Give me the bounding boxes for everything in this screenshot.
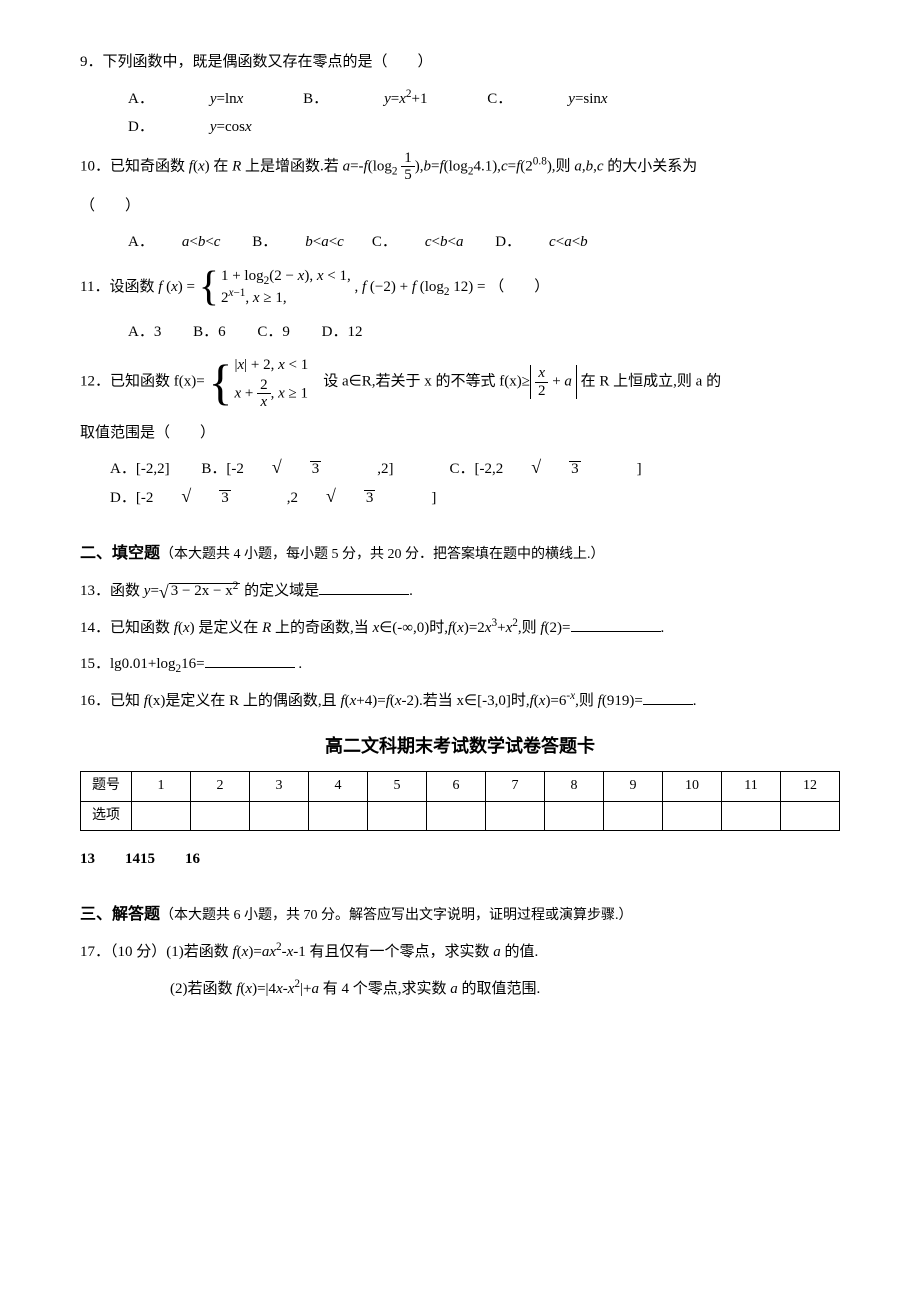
answer-table: 题号 1 2 3 4 5 6 7 8 9 10 11 12 选项 bbox=[80, 771, 840, 831]
q13: 13．函数 y=√3 − 2x − x2 的定义域是. bbox=[80, 577, 840, 606]
q11-b: B．6 bbox=[193, 318, 226, 347]
row1-label: 题号 bbox=[81, 772, 132, 802]
q11-c: C．9 bbox=[257, 318, 290, 347]
q11-d: D．12 bbox=[322, 318, 363, 347]
q10: 10．已知奇函数 f(x) 在 R 上是增函数.若 a=-f(log2 15),… bbox=[80, 150, 840, 184]
q15-blank bbox=[205, 654, 295, 669]
q17-2: (2)若函数 f(x)=|4x-x2|+a 有 4 个零点,求实数 a 的取值范… bbox=[170, 975, 840, 1004]
q9-d: D．y=cosx bbox=[128, 113, 252, 142]
q11-prefix: 11．设函数 bbox=[80, 278, 158, 294]
q9-a: A．y=lnx bbox=[128, 85, 243, 114]
q10-frac: 15 bbox=[401, 150, 415, 184]
q9-options: A．y=lnx B．y=x2+1 C．y=sinx D．y=cosx bbox=[128, 85, 840, 142]
q11-piecewise: { 1 + log2(2 − x), x < 1, 2x−1, x ≥ 1, bbox=[199, 265, 351, 310]
q10-b: B．b<a<c bbox=[252, 228, 344, 257]
q14: 14．已知函数 f(x) 是定义在 R 上的奇函数,当 x∈(-∞,0)时,f(… bbox=[80, 614, 840, 643]
q11: 11．设函数 f (x) = { 1 + log2(2 − x), x < 1,… bbox=[80, 265, 840, 310]
q15: 15．lg0.01+log216= . bbox=[80, 650, 840, 679]
q12-options: A．[-2,2] B．[-2√3 ,2] C．[-2,2√3 ] D．[-2√3 … bbox=[110, 455, 840, 513]
q10-c: C．c<b<a bbox=[372, 228, 464, 257]
q12-abs: x2 + a bbox=[530, 365, 577, 399]
fill-blank-row: 13 1415 16 bbox=[80, 845, 840, 874]
sec2-title: 二、填空题 bbox=[80, 545, 160, 562]
q12-piecewise: { |x| + 2, x < 1 x + 2x, x ≥ 1 bbox=[208, 354, 308, 411]
q9-c: C．y=sinx bbox=[487, 85, 607, 114]
q12-cont: 取值范围是（ ） bbox=[80, 419, 840, 448]
q10-options: A．a<b<c B．b<a<c C．c<b<a D．c<a<b bbox=[128, 228, 840, 257]
answer-table-input-row: 选项 bbox=[81, 801, 840, 831]
q16-blank bbox=[643, 690, 693, 705]
q17-1: 17．（10 分）(1)若函数 f(x)=ax2-x-1 有且仅有一个零点，求实… bbox=[80, 938, 840, 967]
answer-table-header-row: 题号 1 2 3 4 5 6 7 8 9 10 11 12 bbox=[81, 772, 840, 802]
row2-label: 选项 bbox=[81, 801, 132, 831]
q10-paren: （ ） bbox=[80, 192, 840, 221]
q13-sqrt: √3 − 2x − x2 bbox=[159, 583, 240, 601]
q11-a: A．3 bbox=[128, 318, 161, 347]
q11-options: A．3 B．6 C．9 D．12 bbox=[128, 318, 840, 347]
q9-b: B．y=x2+1 bbox=[303, 85, 427, 114]
q12-b: B．[-2√3 ,2] bbox=[201, 455, 421, 484]
section-2-heading: 二、填空题（本大题共 4 小题，每小题 5 分，共 20 分．把答案填在题中的横… bbox=[80, 539, 840, 569]
q16: 16．已知 f(x)是定义在 R 上的偶函数,且 f(x+4)=f(x-2).若… bbox=[80, 687, 840, 716]
q12-prefix: 12．已知函数 f(x)= bbox=[80, 374, 205, 390]
sec3-note: （本大题共 6 小题，共 70 分。解答应写出文字说明，证明过程或演算步骤.） bbox=[160, 908, 633, 923]
q12-d: D．[-2√3 ,2√3 ] bbox=[110, 484, 464, 513]
q13-blank bbox=[319, 581, 409, 596]
q10-d: D．c<a<b bbox=[495, 228, 587, 257]
sec2-note: （本大题共 4 小题，每小题 5 分，共 20 分．把答案填在题中的横线上.） bbox=[160, 547, 605, 562]
q10-a: A．a<b<c bbox=[128, 228, 220, 257]
q12-a: A．[-2,2] bbox=[110, 455, 170, 484]
sec3-title: 三、解答题 bbox=[80, 906, 160, 923]
q9: 9．下列函数中，既是偶函数又存在零点的是（ ） bbox=[80, 48, 840, 77]
q14-blank bbox=[571, 617, 661, 632]
answer-card-title: 高二文科期末考试数学试卷答题卡 bbox=[80, 729, 840, 763]
q9-stem: 9．下列函数中，既是偶函数又存在零点的是（ ） bbox=[80, 54, 433, 70]
section-3-heading: 三、解答题（本大题共 6 小题，共 70 分。解答应写出文字说明，证明过程或演算… bbox=[80, 900, 840, 930]
q10-prefix: 10．已知奇函数 bbox=[80, 158, 189, 174]
q12: 12．已知函数 f(x)= { |x| + 2, x < 1 x + 2x, x… bbox=[80, 354, 840, 411]
q12-c: C．[-2,2√3 ] bbox=[449, 455, 669, 484]
